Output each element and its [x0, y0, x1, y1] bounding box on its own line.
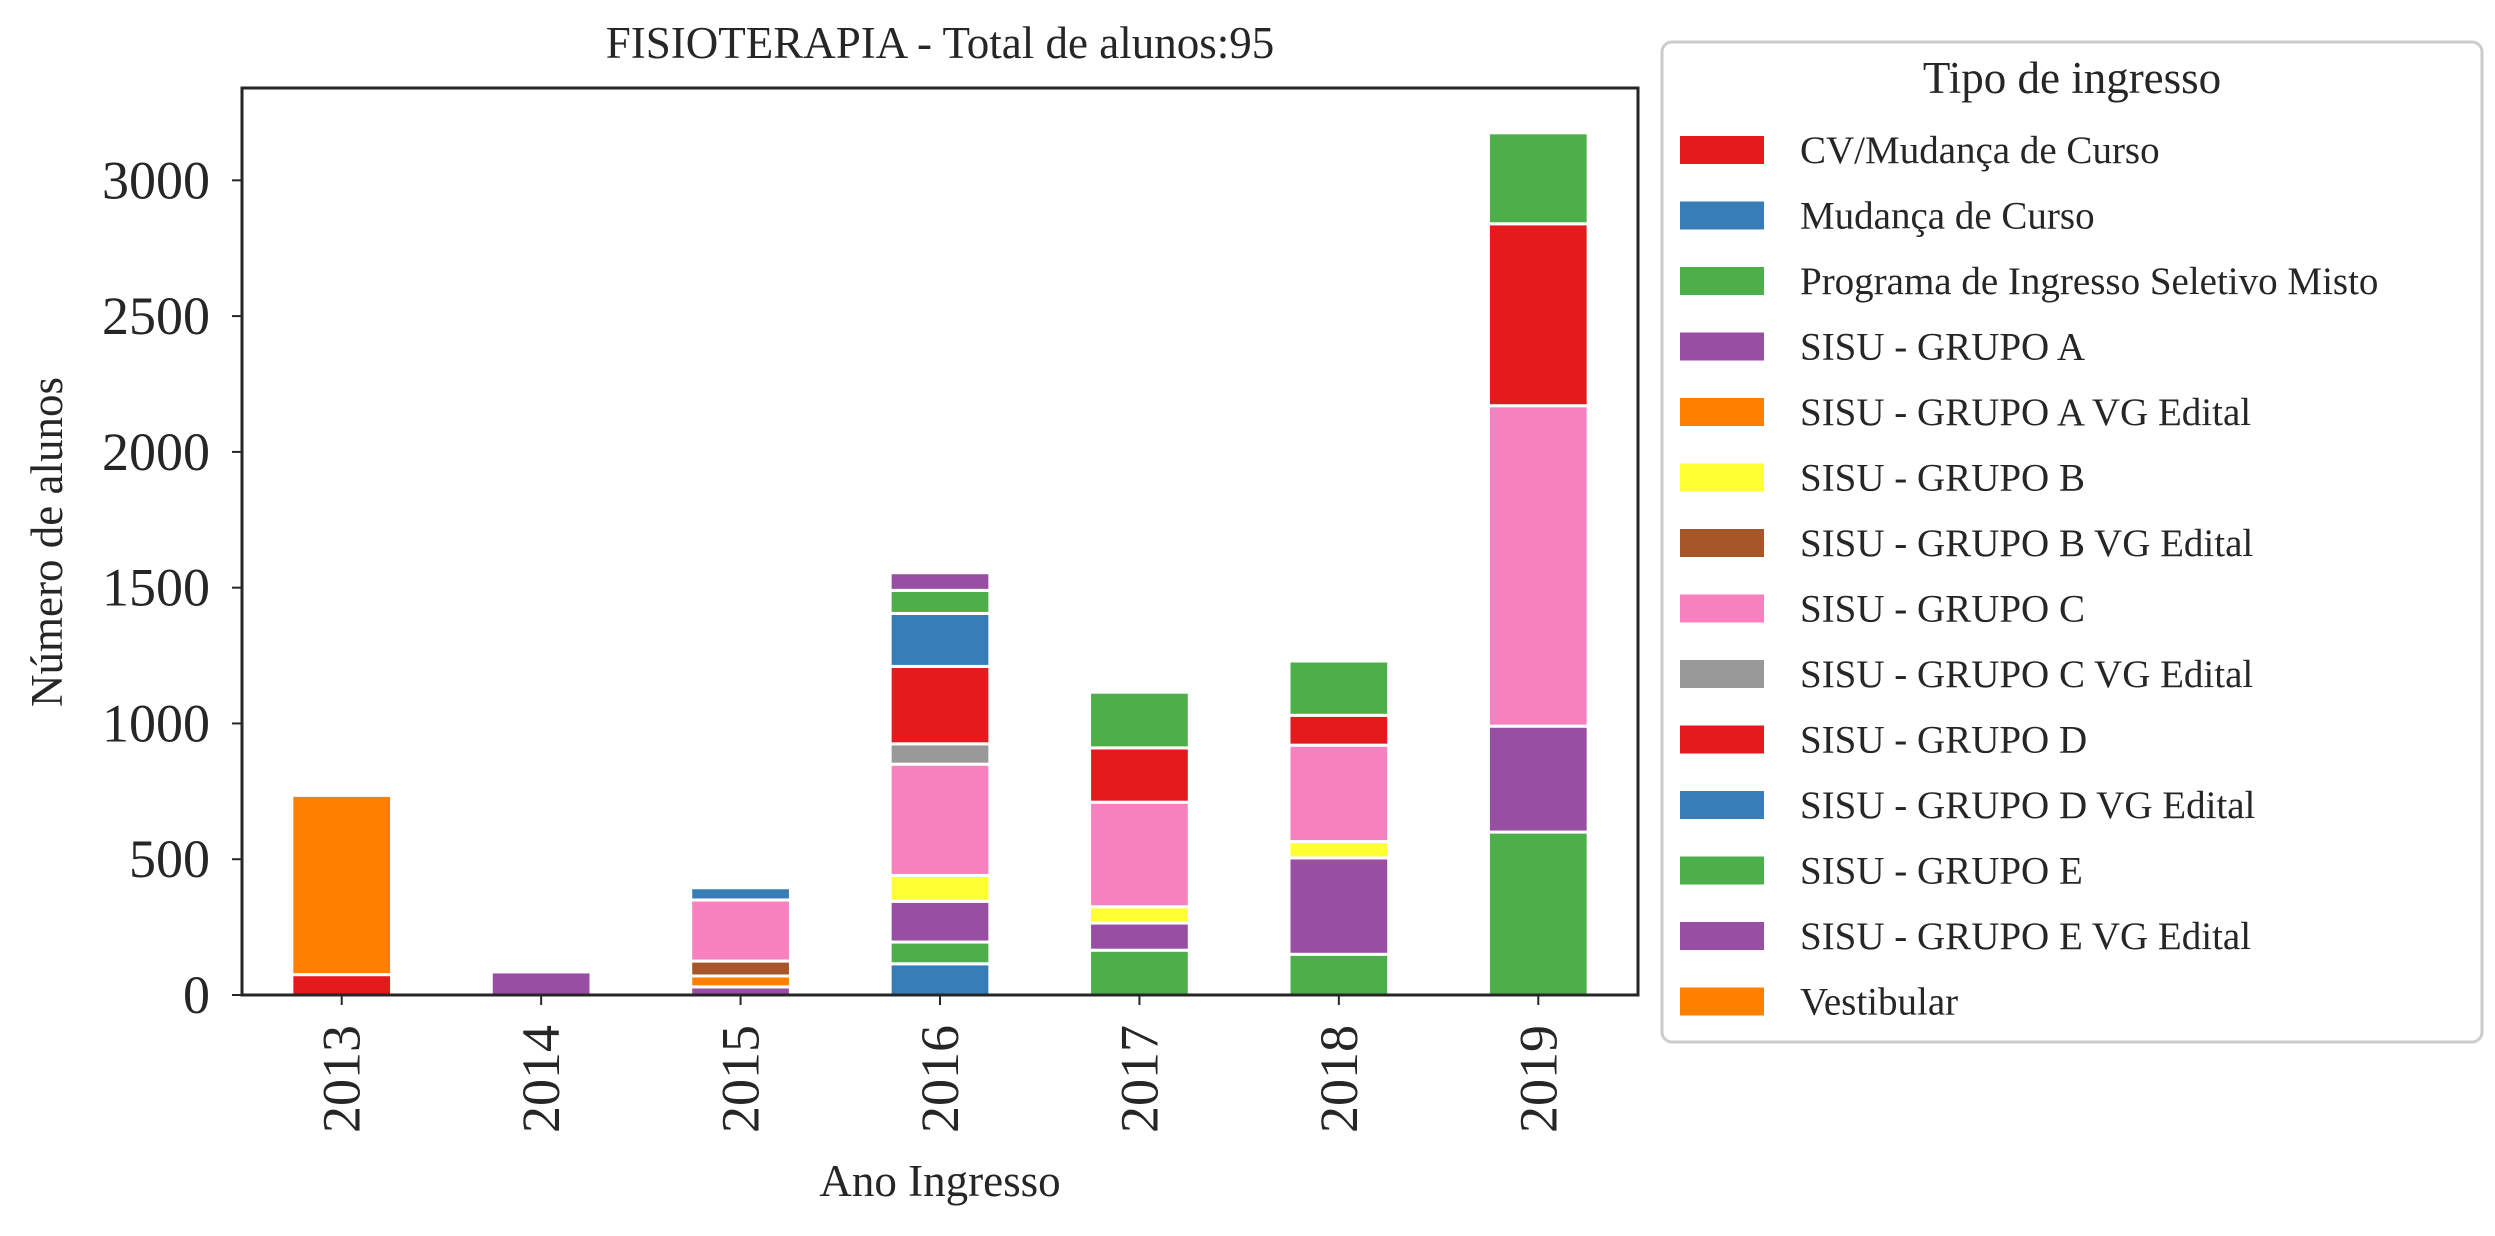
y-tick-label: 1000: [102, 693, 210, 753]
legend-swatch: [1680, 725, 1764, 754]
bar-segment-2018-sisu-grupo-e: [1287, 952, 1391, 997]
legend-label: SISU - GRUPO B VG Edital: [1800, 522, 2253, 565]
legend-swatch: [1680, 267, 1764, 295]
x-tick-label-2015: 2015: [711, 1025, 771, 1133]
bar-segment-2015-sisu-grupo-a-vg-edital: [689, 974, 792, 989]
bar-segment-2016-sisu-grupo-c: [888, 762, 992, 878]
bar-segment-2013-cv-mudan-a-de-curso: [290, 973, 394, 997]
bar-segment-2016-sisu-grupo-e: [888, 940, 992, 966]
legend-label: SISU - GRUPO A: [1800, 326, 2085, 369]
legend-label: SISU - GRUPO D VG Edital: [1800, 784, 2256, 827]
legend-label: SISU - GRUPO A VG Edital: [1800, 391, 2251, 434]
x-tick-label-2017: 2017: [1109, 1025, 1169, 1133]
bar-segment-2019-sisu-grupo-e-vg-edital: [1486, 724, 1590, 834]
bar-segment-2017-sisu-grupo-c: [1088, 800, 1191, 909]
legend-swatch: [1680, 856, 1764, 885]
legend-swatch: [1680, 987, 1764, 1016]
bar-segment-2019-sisu-grupo-d: [1486, 222, 1590, 408]
legend-frame: [1660, 40, 2484, 1044]
legend-swatch: [1680, 594, 1764, 623]
bar-segment-2016-sisu-grupo-d: [888, 664, 992, 746]
plot-frame: [240, 86, 1640, 997]
x-tick-label-2014: 2014: [511, 1025, 571, 1133]
legend-label: Programa de Ingresso Seletivo Misto: [1800, 260, 2378, 303]
bar-segment-2018-sisu-grupo-e-vg-edital: [1287, 856, 1391, 956]
bar-segment-2016-sisu-grupo-e-vg-edital: [888, 899, 992, 944]
x-tick-label-2019: 2019: [1508, 1025, 1568, 1133]
y-tick-label: 1500: [102, 558, 210, 618]
x-tick-label-2013: 2013: [312, 1025, 372, 1133]
y-tick-labels: 0 500 1000 1500 2000 2500 3000: [102, 150, 242, 1025]
legend-label: SISU - GRUPO C: [1800, 588, 2085, 631]
legend-swatch: [1680, 463, 1764, 492]
x-tick-label-2016: 2016: [910, 1025, 970, 1133]
bar-segment-2014-sisu-grupo-a: [489, 970, 593, 997]
y-tick-label: 2500: [102, 286, 210, 346]
legend-swatch: [1680, 136, 1764, 164]
legend-label: SISU - GRUPO B: [1800, 457, 2085, 500]
bar-segment-2018-sisu-grupo-b: [1287, 840, 1391, 860]
legend-swatch: [1680, 332, 1764, 361]
bar-segment-2017-sisu-grupo-e: [1088, 690, 1191, 750]
bar-segment-2013-vestibular: [290, 793, 394, 977]
legend-swatch: [1680, 201, 1764, 230]
bar-segment-2018-sisu-grupo-d: [1287, 713, 1391, 747]
legend-swatch: [1680, 529, 1764, 557]
bar-segment-2016-sisu-grupo-d-vg-edital: [888, 611, 992, 668]
bar-segment-2016-sisu-grupo-c-vg-edital: [888, 742, 992, 766]
legend-label: SISU - GRUPO C VG Edital: [1800, 653, 2253, 696]
legend-title: Tipo de ingresso: [1923, 53, 2221, 103]
bar-segment-2018-sisu-grupo-c: [1287, 743, 1391, 844]
y-tick-label: 500: [129, 829, 210, 889]
legend-items: CV/Mudança de Curso Mudança de Curso Progr…: [1680, 129, 2378, 1024]
x-axis-title: Ano Ingresso: [819, 1156, 1060, 1206]
legend-swatch: [1680, 922, 1764, 950]
legend-swatch: [1680, 660, 1764, 688]
bar-segment-2017-sisu-grupo-d: [1088, 746, 1191, 804]
x-tick-label-2018: 2018: [1309, 1025, 1369, 1133]
bar-segment-2015-sisu-grupo-c: [689, 898, 792, 963]
bar-segment-2016-sisu-grupo-e: [888, 588, 992, 615]
legend-label: SISU - GRUPO E: [1800, 850, 2083, 893]
bar-segment-2018-sisu-grupo-e: [1287, 659, 1391, 717]
bar-segment-2015-sisu-grupo-b-vg-edital: [689, 959, 792, 978]
bar-segment-2017-sisu-grupo-e-vg-edital: [1088, 921, 1191, 952]
y-tick-label: 0: [183, 965, 210, 1025]
legend-swatch: [1680, 398, 1764, 426]
legend-label: Mudança de Curso: [1800, 195, 2095, 238]
x-tick-labels: 2013 2014 2015 2016 2017 2018 2019: [312, 995, 1568, 1133]
bars-group: [290, 131, 1590, 997]
legend-label: CV/Mudança de Curso: [1800, 129, 2160, 172]
bar-segment-2019-sisu-grupo-e: [1486, 131, 1590, 226]
y-tick-label: 2000: [102, 422, 210, 482]
bar-segment-2019-sisu-grupo-e: [1486, 830, 1590, 997]
legend-label: SISU - GRUPO D: [1800, 719, 2087, 762]
bar-segment-2015-sisu-grupo-d-vg-edital: [689, 886, 792, 902]
y-tick-label: 3000: [102, 150, 210, 210]
legend-label: SISU - GRUPO E VG Edital: [1800, 915, 2251, 958]
y-axis-title: Número de alunos: [22, 377, 72, 707]
legend: Tipo de ingresso CV/Mudança de Curso Muda…: [1660, 40, 2484, 1044]
bar-segment-2017-sisu-grupo-b: [1088, 905, 1191, 925]
bar-segment-2016-sisu-grupo-d-vg-edital: [888, 962, 992, 997]
bar-segment-2016-sisu-grupo-e-vg-edital: [888, 571, 992, 592]
bar-segment-2017-sisu-grupo-e: [1088, 948, 1191, 997]
bar-segment-2019-sisu-grupo-c: [1486, 404, 1590, 728]
legend-swatch: [1680, 791, 1764, 819]
bar-segment-2016-sisu-grupo-b: [888, 874, 992, 903]
legend-label: Vestibular: [1800, 981, 1958, 1024]
chart-title: FISIOTERAPIA - Total de alunos:95: [606, 18, 1275, 68]
